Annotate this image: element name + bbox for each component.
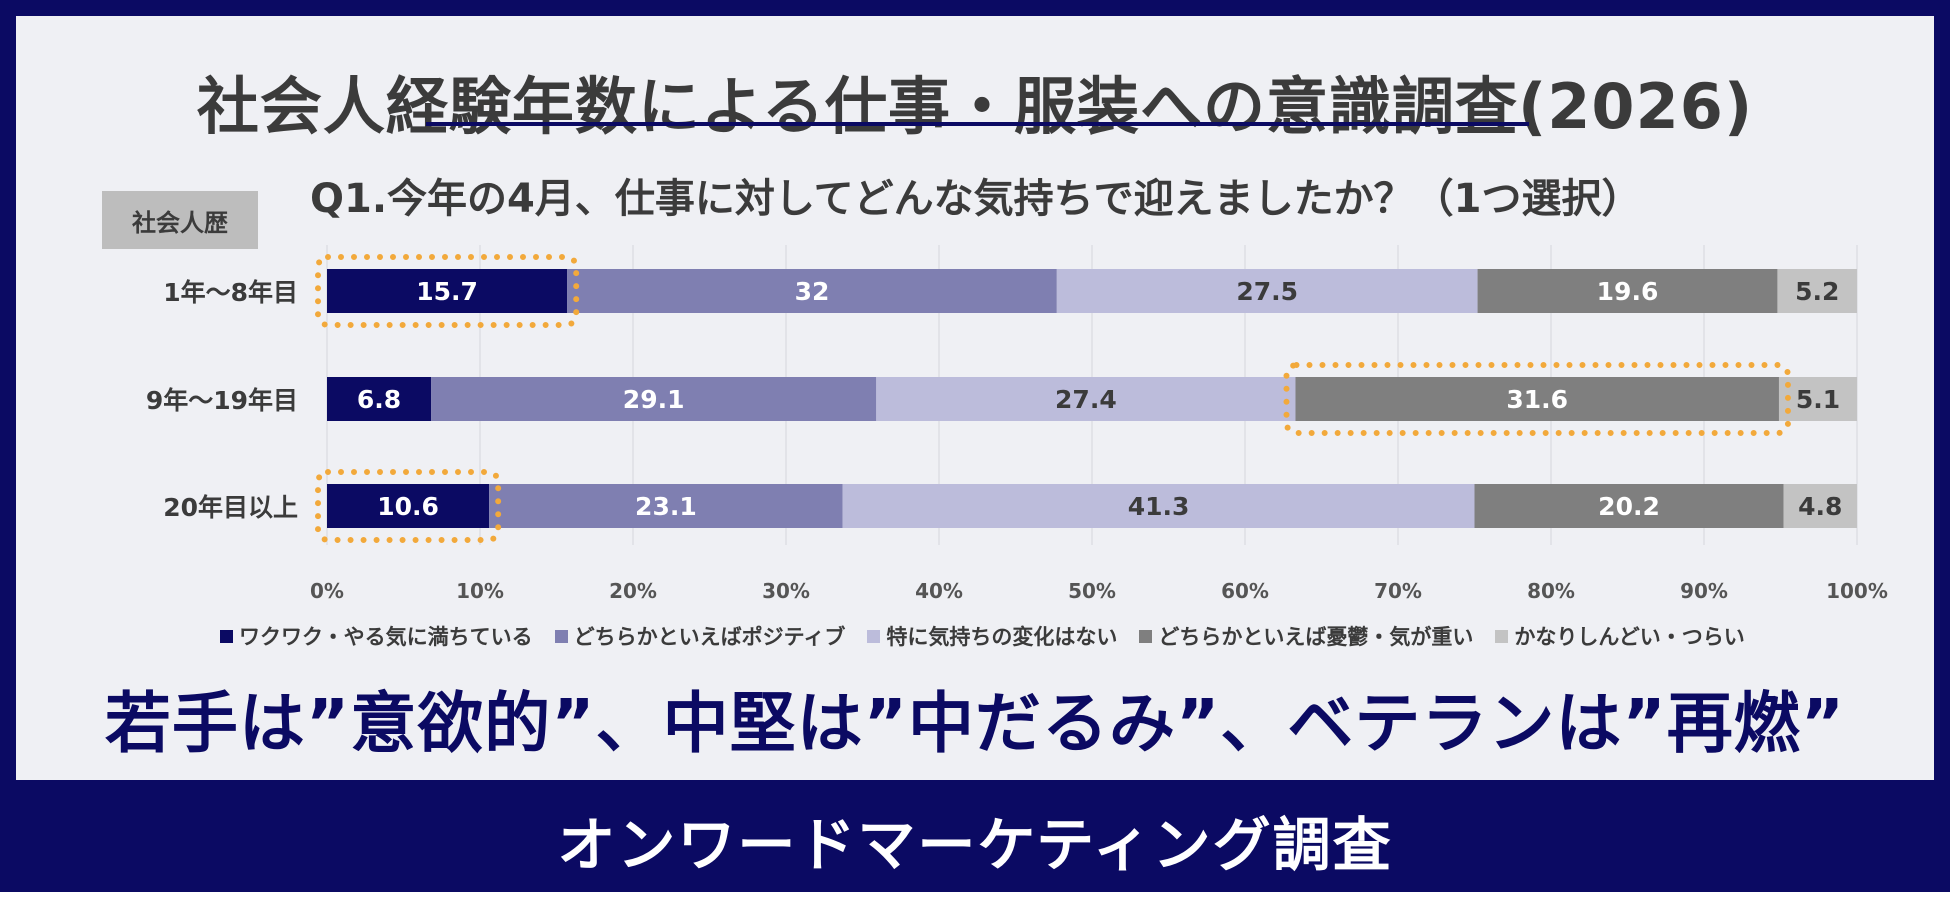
bar-segment (1477, 269, 1778, 313)
data-label: 31.6 (1506, 385, 1568, 414)
bar-segment (327, 484, 490, 528)
legend-swatch (1495, 629, 1509, 643)
legend-label: かなりしんどい・つらい (1514, 625, 1745, 649)
data-label: 20.2 (1598, 492, 1660, 521)
bar-segment (327, 377, 432, 421)
data-label: 5.1 (1796, 385, 1840, 414)
bar-segment (1778, 377, 1857, 421)
bar-segment (327, 269, 568, 313)
data-label: 41.3 (1128, 492, 1190, 521)
legend-swatch (1139, 629, 1153, 643)
legend-label: ワクワク・やる気に満ちている (239, 625, 533, 649)
title-underline (426, 122, 1529, 126)
category-label: 1年～8年目 (163, 278, 298, 307)
legend-swatch (554, 629, 568, 643)
x-tick-label: 0% (310, 579, 344, 603)
survey-question: Q1.今年の4月、仕事に対してどんな気持ちで迎えましたか？（1つ選択） (310, 176, 1642, 222)
bar-segment (1295, 377, 1779, 421)
x-tick-label: 90% (1680, 579, 1728, 603)
bar-segment (489, 484, 843, 528)
x-tick-label: 40% (915, 579, 963, 603)
data-label: 4.8 (1798, 492, 1842, 521)
data-label: 15.7 (416, 277, 478, 306)
legend-item: 特に気持ちの変化はない (867, 621, 1117, 651)
legend-item: ワクワク・やる気に満ちている (220, 621, 533, 651)
x-tick-label: 100% (1826, 579, 1888, 603)
x-tick-label: 50% (1068, 579, 1116, 603)
summary-headline: 若手は”意欲的”、中堅は”中だるみ”、ベテランは”再燃” (104, 685, 1846, 762)
data-label: 29.1 (623, 385, 685, 414)
bar-segment (842, 484, 1475, 528)
bar-segment (1474, 484, 1784, 528)
x-tick-label: 20% (609, 579, 657, 603)
bar-segment (431, 377, 877, 421)
x-tick-label: 70% (1374, 579, 1422, 603)
data-label: 27.5 (1236, 277, 1298, 306)
bar-segment (567, 269, 1057, 313)
x-tick-label: 10% (456, 579, 504, 603)
x-tick-label: 30% (762, 579, 810, 603)
data-label: 27.4 (1055, 385, 1117, 414)
footer-banner: オンワードマーケティング調査 (557, 811, 1393, 879)
data-label: 32 (795, 277, 830, 306)
bar-segment (1056, 269, 1478, 313)
row-header-tag: 社会人歴 (102, 191, 258, 249)
chart-legend: ワクワク・やる気に満ちている どちらかといえばポジティブ 特に気持ちの変化はない どち… (220, 621, 1745, 651)
legend-label: 特に気持ちの変化はない (886, 625, 1118, 649)
data-label: 19.6 (1597, 277, 1659, 306)
category-label: 9年～19年目 (146, 386, 298, 415)
bar-segment (1783, 484, 1857, 528)
x-tick-label: 80% (1527, 579, 1575, 603)
legend-label: どちらかといえば憂鬱・気が重い (1158, 625, 1474, 649)
legend-label: どちらかといえばポジティブ (573, 625, 846, 649)
highlight-callout (315, 469, 502, 543)
legend-item: どちらかといえばポジティブ (554, 621, 846, 651)
bar-segment (876, 377, 1296, 421)
page-title: 社会人経験年数による仕事・服装への意識調査(2026) (196, 70, 1754, 143)
data-label: 6.8 (357, 385, 401, 414)
data-label: 10.6 (377, 492, 439, 521)
highlight-callout (315, 254, 580, 328)
highlight-callout (1283, 362, 1791, 436)
category-label: 20年目以上 (163, 493, 298, 522)
bar-segment (1777, 269, 1857, 313)
legend-item: どちらかといえば憂鬱・気が重い (1139, 621, 1473, 651)
x-tick-label: 60% (1221, 579, 1269, 603)
data-label: 5.2 (1795, 277, 1839, 306)
data-label: 23.1 (635, 492, 697, 521)
legend-item: かなりしんどい・つらい (1495, 621, 1745, 651)
legend-swatch (220, 629, 233, 643)
legend-swatch (867, 629, 881, 643)
